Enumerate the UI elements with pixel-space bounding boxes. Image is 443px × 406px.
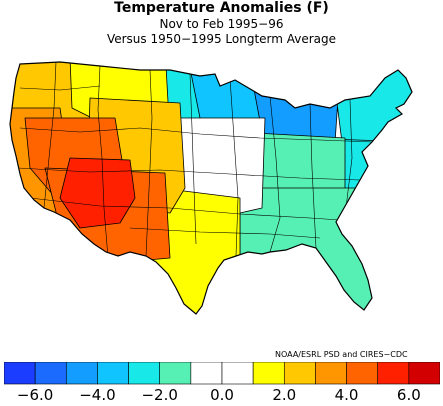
legend-swatch xyxy=(4,362,36,385)
legend-swatch xyxy=(159,362,192,385)
map-baseline: Versus 1950−1995 Longterm Average xyxy=(106,32,337,46)
legend-swatch xyxy=(252,362,285,385)
legend-swatch xyxy=(315,362,347,385)
legend-tick-label: 2.0 xyxy=(272,386,297,404)
legend-swatch xyxy=(65,362,98,385)
data-credit: NOAA/ESRL PSD and CIRES−CDC xyxy=(275,350,408,359)
legend-tick-label: −2.0 xyxy=(141,386,178,404)
region-nevada-utah-hotspot xyxy=(59,157,136,229)
legend-swatch xyxy=(346,362,379,385)
legend-swatch xyxy=(97,362,129,385)
legend-swatch xyxy=(283,362,316,385)
legend-tick-label: 0.0 xyxy=(210,386,234,404)
color-legend xyxy=(4,362,440,385)
legend-swatch xyxy=(128,362,161,385)
legend-tick-label: 4.0 xyxy=(334,386,359,404)
legend-swatch xyxy=(377,362,410,385)
legend-swatch xyxy=(190,362,223,385)
legend-swatch xyxy=(408,362,440,385)
map-period: Nov to Feb 1995−96 xyxy=(159,17,284,31)
legend-swatch xyxy=(34,362,67,385)
map-title: Temperature Anomalies (F) xyxy=(114,0,329,16)
legend-tick-label: −6.0 xyxy=(16,386,54,404)
legend-tick-label: −4.0 xyxy=(79,386,116,404)
legend-tick-label: 6.0 xyxy=(396,386,421,404)
legend-tick-labels: −6.0 −4.0 −2.0 0.0 2.0 4.0 6.0 xyxy=(0,386,443,406)
us-anomaly-map xyxy=(9,61,413,315)
legend-swatch xyxy=(221,362,254,385)
